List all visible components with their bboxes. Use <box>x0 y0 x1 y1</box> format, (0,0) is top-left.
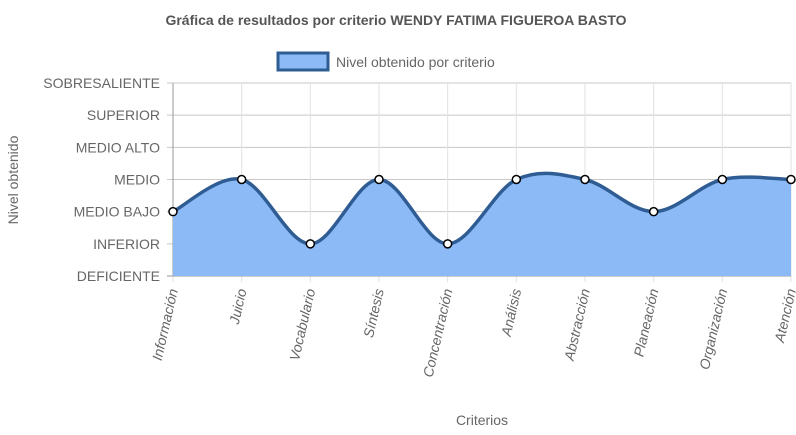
data-point[interactable] <box>648 206 659 217</box>
y-tick-label: MEDIO ALTO <box>76 139 160 155</box>
legend[interactable]: Nivel obtenido por criterio <box>276 51 495 72</box>
x-tick-label: Planeación <box>630 287 661 358</box>
data-point[interactable] <box>580 174 590 185</box>
legend-swatch <box>276 51 330 72</box>
y-tick-label: INFERIOR <box>93 236 160 252</box>
legend-label: Nivel obtenido por criterio <box>336 54 495 70</box>
y-tick-label: SUPERIOR <box>87 107 160 123</box>
x-axis: Información Juicio Vocabulario Síntesis Conc… <box>149 287 796 379</box>
data-point[interactable] <box>168 206 178 217</box>
x-tick-label: Análisis <box>498 287 525 339</box>
y-tick-label: DEFICIENTE <box>77 268 160 284</box>
chart-title: Gráfica de resultados por criterio WENDY… <box>165 12 626 28</box>
data-point[interactable] <box>717 174 728 185</box>
y-axis: DEFICIENTE INFERIOR MEDIO BAJO MEDIO MEDIO A… <box>43 75 160 284</box>
x-tick-label: Abstracción <box>561 287 593 363</box>
y-tick-label: SOBRESALIENTE <box>43 75 160 91</box>
data-point[interactable] <box>236 174 247 185</box>
data-point[interactable] <box>511 174 522 185</box>
y-tick-label: MEDIO <box>114 172 160 188</box>
y-axis-title: Nivel obtenido <box>5 135 21 224</box>
data-point[interactable] <box>374 174 384 185</box>
series-points <box>168 174 796 249</box>
data-point[interactable] <box>305 239 316 249</box>
data-point[interactable] <box>442 239 453 249</box>
data-point[interactable] <box>786 174 796 185</box>
x-axis-title: Criterios <box>456 412 508 428</box>
x-tick-label: Información <box>149 287 181 362</box>
x-tick-label: Atención <box>771 287 796 345</box>
y-tick-label: MEDIO BAJO <box>74 204 160 220</box>
x-tick-label: Síntesis <box>360 287 387 339</box>
x-tick-label: Organización <box>696 287 730 371</box>
series-line <box>172 171 792 246</box>
x-tick-label: Juicio <box>226 287 250 327</box>
series-area <box>173 173 791 276</box>
x-tick-label: Concentración <box>420 287 456 379</box>
x-tick-label: Vocabulario <box>286 287 318 362</box>
